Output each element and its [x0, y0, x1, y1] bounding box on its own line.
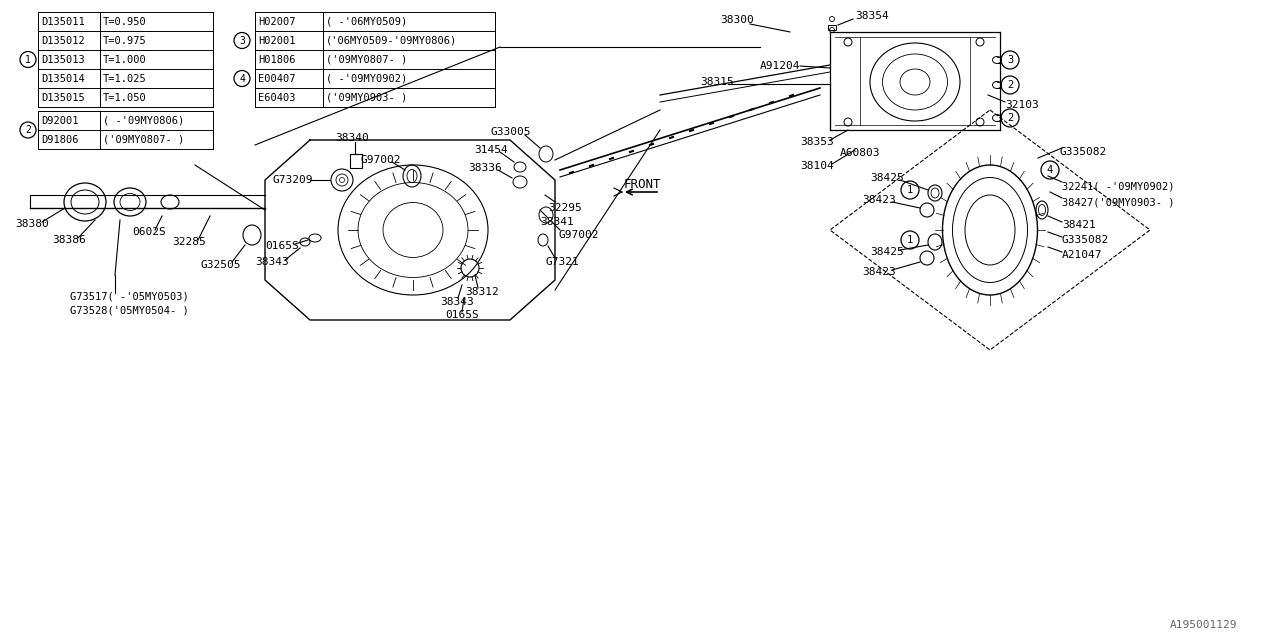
Text: ('09MY0807- ): ('09MY0807- )	[102, 134, 184, 145]
Text: G97002: G97002	[558, 230, 599, 240]
Text: FRONT: FRONT	[625, 177, 662, 191]
Text: 4: 4	[1047, 165, 1053, 175]
Text: 38353: 38353	[800, 137, 833, 147]
Text: D135012: D135012	[41, 35, 84, 45]
Text: 2: 2	[26, 125, 31, 135]
Text: 38104: 38104	[800, 161, 833, 171]
Text: 38336: 38336	[468, 163, 502, 173]
Text: H01806: H01806	[259, 54, 296, 65]
Text: ('09MY0903- ): ('09MY0903- )	[326, 93, 407, 102]
Text: 38354: 38354	[855, 11, 888, 21]
Text: A91204: A91204	[760, 61, 800, 71]
Text: 38312: 38312	[465, 287, 499, 297]
Text: 3: 3	[239, 35, 244, 45]
Text: G33005: G33005	[490, 127, 530, 137]
Text: 1: 1	[26, 54, 31, 65]
Text: H02007: H02007	[259, 17, 296, 26]
Text: G97002: G97002	[360, 155, 401, 165]
Text: 31454: 31454	[474, 145, 508, 155]
Text: 38423: 38423	[861, 195, 896, 205]
Text: T=0.975: T=0.975	[102, 35, 147, 45]
Text: ('06MY0509-'09MY0806): ('06MY0509-'09MY0806)	[326, 35, 457, 45]
Text: 38380: 38380	[15, 219, 49, 229]
Text: E00407: E00407	[259, 74, 296, 83]
Text: T=0.950: T=0.950	[102, 17, 147, 26]
Text: D92001: D92001	[41, 115, 78, 125]
Text: 38425: 38425	[870, 247, 904, 257]
Text: G73517( -'05MY0503): G73517( -'05MY0503)	[70, 291, 188, 301]
Text: ( -'06MY0509): ( -'06MY0509)	[326, 17, 407, 26]
Text: D135013: D135013	[41, 54, 84, 65]
Text: 32285: 32285	[172, 237, 206, 247]
Text: A195001129: A195001129	[1170, 620, 1238, 630]
Text: 4: 4	[239, 74, 244, 83]
Text: 38343: 38343	[255, 257, 289, 267]
Text: ('09MY0807- ): ('09MY0807- )	[326, 54, 407, 65]
Text: 1: 1	[906, 235, 913, 245]
Text: 3: 3	[1007, 55, 1014, 65]
Text: ( -'09MY0806): ( -'09MY0806)	[102, 115, 184, 125]
Text: 32295: 32295	[548, 203, 581, 213]
Text: 38341: 38341	[540, 217, 573, 227]
Text: T=1.000: T=1.000	[102, 54, 147, 65]
Text: H02001: H02001	[259, 35, 296, 45]
Text: 38340: 38340	[335, 133, 369, 143]
Text: A21047: A21047	[1062, 250, 1102, 260]
Text: 38300: 38300	[721, 15, 754, 25]
Text: G73528('05MY0504- ): G73528('05MY0504- )	[70, 305, 188, 315]
Text: A60803: A60803	[840, 148, 881, 158]
Text: 0602S: 0602S	[132, 227, 165, 237]
Text: G335082: G335082	[1060, 147, 1107, 157]
Text: 38343: 38343	[440, 297, 474, 307]
Text: G32505: G32505	[200, 260, 241, 270]
Text: T=1.025: T=1.025	[102, 74, 147, 83]
Bar	[349, 154, 362, 168]
Text: 0165S: 0165S	[445, 310, 479, 320]
Text: 2: 2	[1007, 80, 1014, 90]
Text: E60403: E60403	[259, 93, 296, 102]
Text: 38427('09MY0903- ): 38427('09MY0903- )	[1062, 197, 1175, 207]
Text: 32103: 32103	[1005, 100, 1039, 110]
Text: 38386: 38386	[52, 235, 86, 245]
Text: 1: 1	[906, 185, 913, 195]
Text: G7321: G7321	[545, 257, 579, 267]
Text: 2: 2	[1007, 113, 1014, 123]
Text: 38423: 38423	[861, 267, 896, 277]
Text: 38315: 38315	[700, 77, 733, 87]
Text: G335082: G335082	[1062, 235, 1110, 245]
Text: D91806: D91806	[41, 134, 78, 145]
Bar	[828, 25, 836, 30]
Text: 38425: 38425	[870, 173, 904, 183]
Text: D135015: D135015	[41, 93, 84, 102]
Text: 32241( -'09MY0902): 32241( -'09MY0902)	[1062, 181, 1175, 191]
Text: 38421: 38421	[1062, 220, 1096, 230]
Text: T=1.050: T=1.050	[102, 93, 147, 102]
Text: D135011: D135011	[41, 17, 84, 26]
Text: 0165S: 0165S	[265, 241, 298, 251]
Text: G73209: G73209	[273, 175, 312, 185]
Text: ( -'09MY0902): ( -'09MY0902)	[326, 74, 407, 83]
Text: D135014: D135014	[41, 74, 84, 83]
